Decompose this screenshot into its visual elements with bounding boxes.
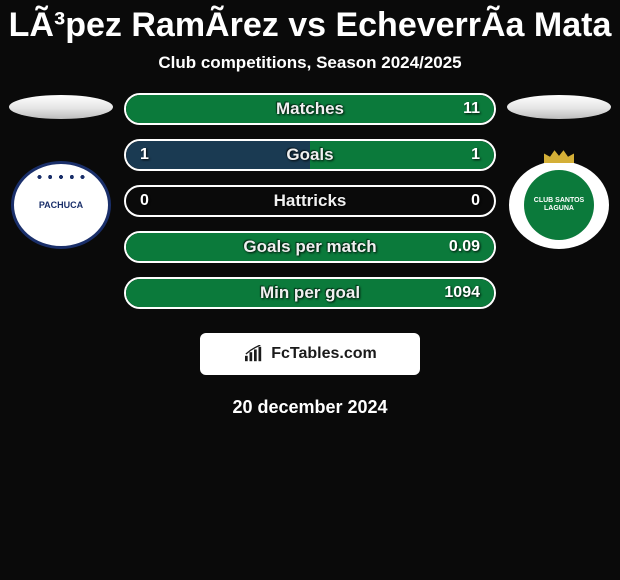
brand-label: FcTables.com [271,345,377,363]
stat-label: Matches [276,99,344,119]
stat-value-left: 1 [140,146,149,164]
left-team-badge-label: PACHUCA [39,200,83,210]
stat-label: Goals per match [243,237,376,257]
right-player-silhouette [507,95,611,119]
stat-fill-left [126,141,310,169]
left-player-col: PACHUCA [8,93,114,249]
stat-bar: 1 Goals 1 [124,139,496,171]
stat-value-right: 11 [463,100,480,118]
right-player-col: CLUB SANTOS LAGUNA [506,93,612,249]
stat-value-right: 1094 [444,284,480,302]
stat-bar: Matches 11 [124,93,496,125]
stat-label: Goals [286,145,333,165]
left-player-silhouette [9,95,113,119]
crown-icon [544,147,574,163]
stat-value-right: 0 [471,192,480,210]
right-team-badge: CLUB SANTOS LAGUNA [509,161,609,249]
page-title: LÃ³pez RamÃ­rez vs EcheverrÃ­a Mata [0,0,620,45]
stat-value-right: 1 [471,146,480,164]
stat-value-right: 0.09 [449,238,480,256]
brand-chart-icon [243,345,265,363]
stats-column: Matches111Goals10Hattricks0Goals per mat… [114,93,506,309]
stat-value-left: 0 [140,192,149,210]
right-team-badge-label: CLUB SANTOS LAGUNA [524,197,594,212]
right-team-badge-inner: CLUB SANTOS LAGUNA [524,170,594,240]
stat-label: Min per goal [260,283,360,303]
stat-bar: Goals per match 0.09 [124,231,496,263]
comparison-row: PACHUCA Matches111Goals10Hattricks0Goals… [0,93,620,309]
left-team-badge: PACHUCA [11,161,111,249]
date-label: 20 december 2024 [0,397,620,418]
stat-bar: 0 Hattricks 0 [124,185,496,217]
stat-label: Hattricks [274,191,347,211]
stat-fill-right [310,141,494,169]
brand-box[interactable]: FcTables.com [200,333,420,375]
stat-bar: Min per goal 1094 [124,277,496,309]
subtitle: Club competitions, Season 2024/2025 [0,53,620,73]
